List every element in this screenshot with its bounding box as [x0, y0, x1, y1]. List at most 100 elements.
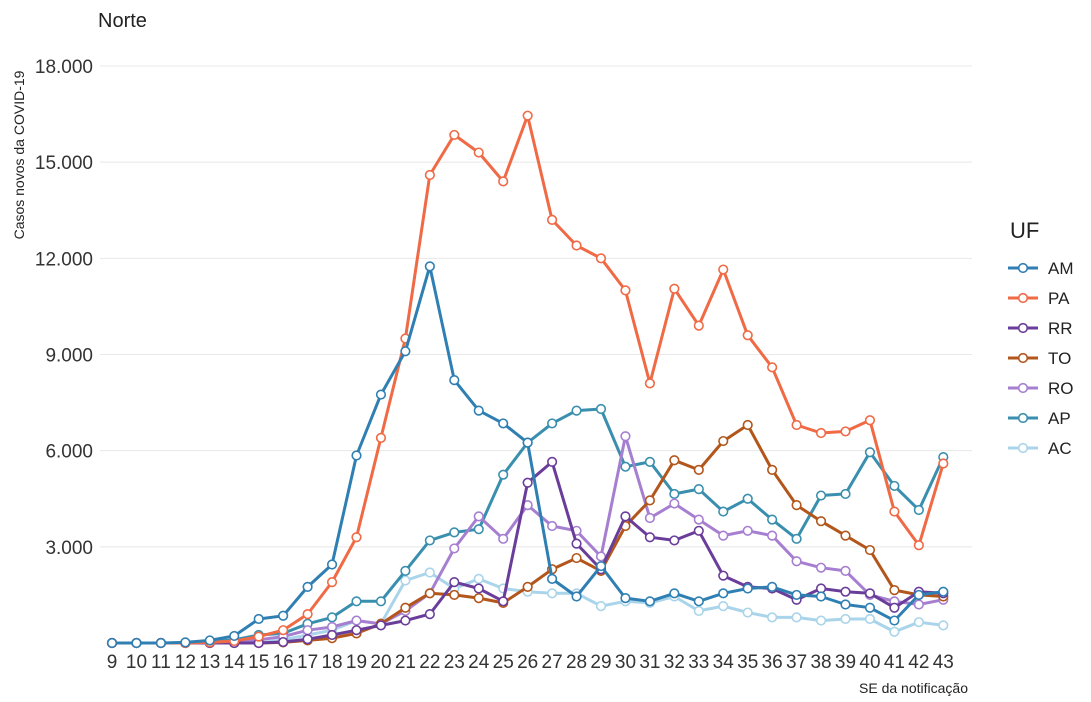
data-point: [449, 589, 460, 601]
x-tick-label: 9: [107, 652, 118, 673]
data-point: [718, 601, 729, 612]
data-point: [938, 586, 949, 597]
legend-item-ap: AP: [1008, 409, 1071, 428]
data-point: [473, 524, 484, 535]
series-line: [112, 434, 944, 645]
x-tick-label: 34: [713, 652, 735, 673]
data-point: [375, 389, 387, 400]
data-point: [546, 214, 558, 225]
data-point: [693, 484, 704, 495]
data-point: [864, 588, 876, 599]
data-point: [400, 602, 411, 613]
data-point: [718, 530, 729, 541]
y-tick-label: 15.000: [35, 153, 93, 174]
data-point: [375, 596, 387, 607]
y-tick-label: 9.000: [45, 346, 93, 367]
data-point: [571, 240, 582, 251]
data-point: [718, 435, 729, 447]
legend-marker: [1017, 412, 1029, 424]
x-tick-label: 17: [297, 652, 318, 673]
data-point: [449, 375, 460, 386]
legend-item-am: AM: [1008, 259, 1074, 278]
x-tick-label: 33: [688, 652, 709, 673]
data-point: [620, 285, 631, 296]
data-point: [424, 261, 435, 272]
data-point: [889, 506, 900, 517]
data-point: [815, 516, 827, 527]
data-point: [131, 637, 142, 649]
data-point: [742, 583, 753, 594]
data-point: [449, 576, 460, 588]
x-tick-label: 22: [419, 652, 440, 673]
x-tick-label: 28: [566, 652, 587, 673]
data-point: [742, 330, 753, 341]
data-point: [155, 637, 166, 649]
x-tick-label: 14: [224, 652, 246, 673]
data-point: [889, 615, 900, 626]
data-point: [546, 456, 558, 467]
data-point: [375, 432, 387, 443]
legend-item-rr: RR: [1008, 319, 1073, 338]
data-point: [253, 631, 264, 642]
data-point: [693, 514, 704, 525]
data-point: [791, 533, 802, 544]
data-point: [718, 588, 729, 599]
y-tick-label: 12.000: [35, 249, 93, 270]
data-point: [473, 147, 484, 158]
x-tick-label: 38: [810, 652, 831, 673]
x-tick-label: 26: [517, 652, 538, 673]
data-point: [473, 511, 484, 522]
data-point: [693, 464, 704, 476]
data-point: [718, 264, 729, 275]
data-point: [644, 532, 656, 543]
data-point: [767, 514, 778, 525]
legend-label: TO: [1048, 349, 1071, 368]
data-point: [913, 617, 924, 628]
data-point: [498, 176, 509, 187]
data-point: [840, 426, 851, 437]
data-point: [913, 540, 924, 551]
data-point: [302, 625, 313, 636]
data-point: [840, 488, 851, 500]
data-point: [595, 560, 607, 572]
data-point: [742, 525, 753, 536]
data-point: [424, 567, 435, 578]
data-point: [522, 437, 533, 448]
data-point: [546, 520, 558, 532]
data-point: [473, 583, 484, 594]
data-point: [351, 625, 362, 636]
x-tick-label: 16: [273, 652, 294, 673]
data-point: [253, 613, 264, 625]
series-line: [112, 423, 944, 645]
x-tick-label: 20: [370, 652, 391, 673]
data-point: [644, 456, 656, 467]
data-point: [791, 556, 802, 567]
x-tick-label: 10: [126, 652, 147, 673]
data-point: [693, 596, 704, 607]
data-point: [815, 615, 827, 626]
data-point: [278, 625, 289, 636]
data-point: [351, 450, 362, 461]
legend-marker: [1017, 262, 1029, 274]
data-point: [571, 552, 582, 564]
x-tick-label: 35: [737, 652, 758, 673]
data-point: [571, 591, 582, 602]
data-point: [815, 591, 827, 602]
x-tick-label: 39: [835, 652, 856, 673]
x-tick-label: 36: [762, 652, 783, 673]
data-point: [864, 544, 876, 556]
data-point: [546, 588, 558, 599]
data-point: [595, 403, 607, 415]
data-point: [278, 636, 289, 648]
data-point: [767, 464, 778, 476]
data-point: [595, 601, 607, 612]
data-point: [815, 562, 827, 573]
x-tick-label: 31: [639, 652, 660, 673]
x-tick-label: 27: [542, 652, 563, 673]
data-point: [595, 253, 607, 264]
data-point: [742, 607, 753, 618]
data-point: [326, 559, 338, 570]
gridlines: [100, 65, 972, 548]
data-point: [889, 602, 900, 613]
